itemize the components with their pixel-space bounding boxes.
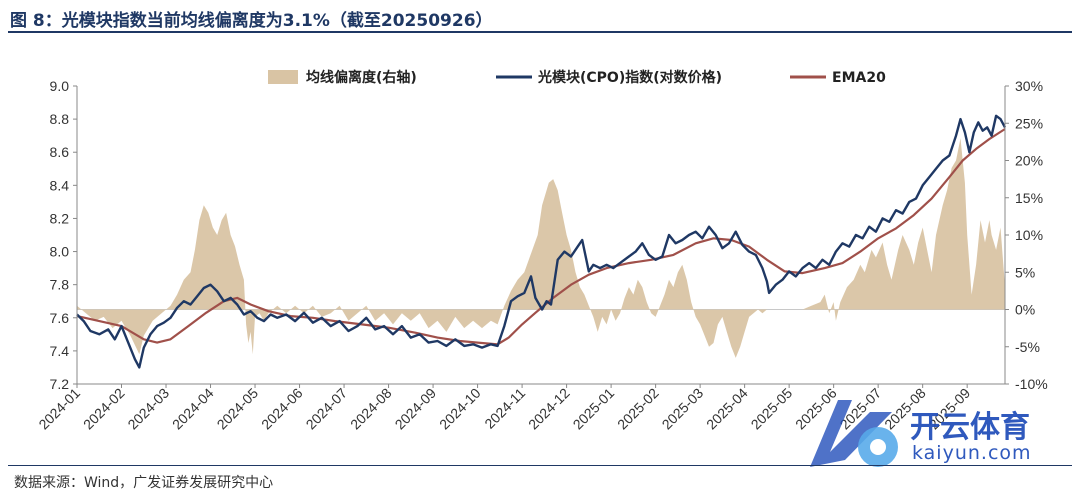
left-tick-label: 8.0 — [50, 244, 70, 260]
deviation-chart: 7.2 7.4 7.6 7.8 8.0 8.2 8.4 8.6 8.8 9.0 -10% -5% 0% 5… — [35, 69, 1048, 433]
right-tick-label: 5% — [1015, 264, 1035, 280]
left-tick-label: 8.6 — [50, 144, 70, 160]
x-tick-label: 2025-02 — [614, 385, 662, 433]
cpo-index-line — [76, 114, 1007, 369]
x-tick-label: 2024-02 — [80, 385, 128, 433]
left-tick-label: 8.8 — [50, 111, 70, 127]
figure-title: 图 8：光模块指数当前均线偏离度为3.1%（截至20250926） — [10, 11, 493, 31]
legend-label: 光模块(CPO)指数(对数价格) — [537, 69, 722, 86]
x-tick-label: 2024-12 — [525, 385, 573, 433]
left-tick-label: 8.2 — [50, 210, 70, 226]
footer-rule — [8, 465, 1072, 466]
left-tick-label: 7.6 — [50, 310, 70, 326]
x-tick-label: 2024-11 — [481, 385, 528, 432]
right-tick-label: 0% — [1015, 302, 1035, 318]
source-note: 数据来源：Wind，广发证券发展研究中心 — [14, 475, 274, 491]
x-tick-label: 2024-07 — [303, 385, 351, 433]
left-tick-label: 8.4 — [50, 177, 70, 193]
right-tick-label: 30% — [1015, 78, 1043, 94]
left-tick-label: 7.8 — [50, 277, 70, 293]
right-tick-label: 10% — [1015, 227, 1043, 243]
chart-legend: 均线偏离度(右轴) 光模块(CPO)指数(对数价格) EMA20 — [268, 69, 886, 86]
right-tick-label: 15% — [1015, 190, 1043, 206]
left-tick-label: 9.0 — [50, 78, 70, 94]
x-tick-label: 2024-09 — [392, 385, 440, 433]
watermark-brand: 开云体育 — [910, 410, 1030, 445]
line-series-layer — [76, 114, 1007, 369]
x-tick-label: 2025-05 — [748, 385, 796, 433]
x-tick-label: 2025-01 — [570, 385, 618, 433]
x-tick-label: 2024-05 — [214, 385, 262, 433]
watermark-url: kaiyun.com — [912, 442, 1032, 464]
kaiyun-watermark: 开云体育 kaiyun.com — [800, 392, 1070, 474]
left-tick-label: 7.4 — [50, 343, 70, 359]
right-tick-label: -10% — [1015, 376, 1048, 392]
x-tick-label: 2024-08 — [347, 385, 395, 433]
x-tick-label: 2024-03 — [124, 385, 172, 433]
right-tick-label: 25% — [1015, 115, 1043, 131]
right-tick-label: -5% — [1015, 339, 1040, 355]
x-tick-label: 2024-06 — [258, 385, 306, 433]
legend-label: EMA20 — [832, 70, 886, 86]
deviation-area-layer — [77, 138, 1005, 358]
x-tick-label: 2025-04 — [703, 385, 751, 433]
kaiyun-logo — [810, 400, 898, 467]
left-tick-label: 7.2 — [50, 376, 70, 392]
right-tick-label: 20% — [1015, 153, 1043, 169]
deviation-area — [77, 138, 1005, 358]
x-tick-label: 2025-03 — [659, 385, 707, 433]
title-rule — [8, 31, 1072, 33]
x-tick-label: 2024-10 — [436, 385, 484, 433]
legend-label: 均线偏离度(右轴) — [306, 69, 417, 86]
x-tick-label: 2024-04 — [169, 385, 217, 433]
legend-swatch-area — [268, 70, 298, 84]
